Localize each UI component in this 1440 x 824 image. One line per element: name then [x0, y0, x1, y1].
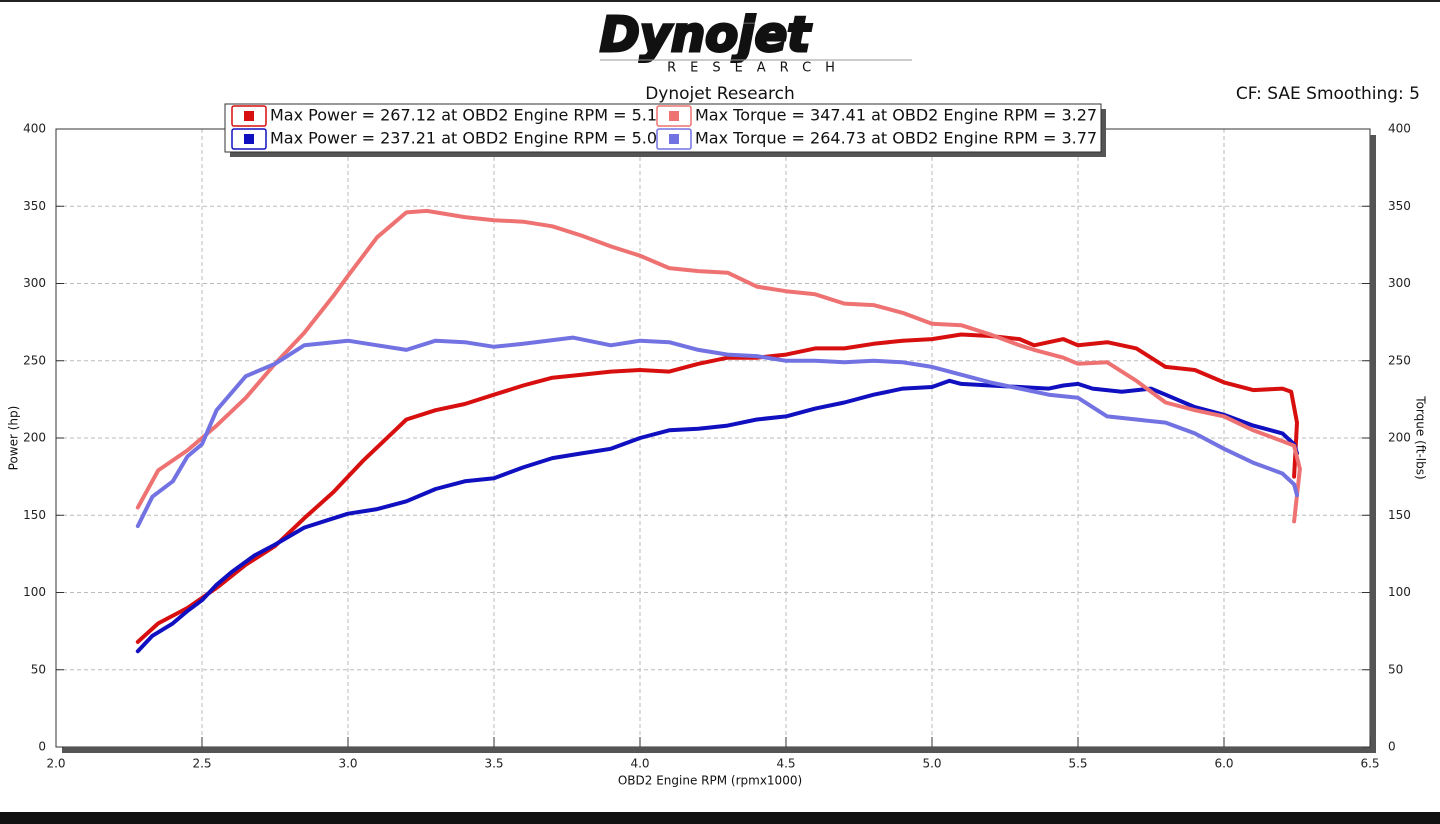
legend-label: Max Power = 237.21 at OBD2 Engine RPM = …: [270, 129, 667, 148]
x-tick-label: 3.5: [484, 757, 503, 771]
y2-tick-label: 200: [1388, 431, 1411, 445]
frame-shadow-right: [1370, 135, 1376, 753]
x-tick-label: 2.0: [46, 757, 65, 771]
logo-tagline: RESEARCH: [667, 61, 849, 76]
y2-axis-label: Torque (ft-lbs): [1414, 395, 1428, 479]
x-tick-label: 6.5: [1360, 757, 1379, 771]
y-tick-label: 100: [23, 585, 46, 599]
y-tick-label: 0: [38, 740, 46, 754]
y2-tick-label: 250: [1388, 353, 1411, 367]
y2-tick-label: 350: [1388, 199, 1411, 213]
series-line: [135, 332, 1299, 644]
legend-swatch: [669, 111, 679, 121]
y2-tick-label: 400: [1388, 122, 1411, 136]
axes: 2.0 2.5 3.0 3.5 4.0 4.5 5.0 5.5 6.0 6.5 0 50 100 150 2…: [23, 122, 1411, 771]
y2-tick-label: 0: [1388, 740, 1396, 754]
legend-label: Max Torque = 264.73 at OBD2 Engine RPM =…: [695, 129, 1097, 148]
grid: [56, 129, 1370, 747]
legend-swatch: [244, 134, 254, 144]
y-tick-label: 250: [23, 353, 46, 367]
x-tick-label: 4.5: [776, 757, 795, 771]
y-tick-label: 50: [31, 662, 46, 676]
y2-tick-label: 100: [1388, 585, 1411, 599]
y-tick-label: 150: [23, 508, 46, 522]
series-line: [135, 208, 1302, 524]
y-tick-label: 200: [23, 431, 46, 445]
y2-tick-label: 50: [1388, 662, 1403, 676]
y-tick-label: 400: [23, 122, 46, 136]
legend-label: Max Torque = 347.41 at OBD2 Engine RPM =…: [695, 106, 1097, 125]
legend-label: Max Power = 267.12 at OBD2 Engine RPM = …: [270, 106, 667, 125]
y-axis-label: Power (hp): [7, 406, 21, 471]
bottom-bar: [0, 812, 1440, 824]
series-line: [135, 335, 1299, 529]
annotation: CF: SAE Smoothing: 5: [1236, 84, 1420, 104]
lines: [135, 208, 1302, 654]
y2-tick-label: 150: [1388, 508, 1411, 522]
x-tick-label: 5.0: [922, 757, 941, 771]
y-tick-label: 350: [23, 199, 46, 213]
x-tick-label: 5.5: [1068, 757, 1087, 771]
x-tick-label: 3.0: [338, 757, 357, 771]
legend-swatch: [669, 134, 679, 144]
logo-brand: Dynojet: [600, 7, 812, 63]
x-tick-label: 2.5: [192, 757, 211, 771]
y-tick-label: 300: [23, 276, 46, 290]
x-axis-label: OBD2 Engine RPM (rpmx1000): [618, 774, 802, 788]
x-tick-label: 6.0: [1214, 757, 1233, 771]
chart-title: Dynojet Research: [645, 84, 795, 104]
frame-shadow-bottom: [62, 747, 1376, 753]
x-tick-label: 4.0: [630, 757, 649, 771]
y2-tick-label: 300: [1388, 276, 1411, 290]
legend-swatch: [244, 111, 254, 121]
top-border: [0, 0, 1440, 2]
legend: Max Power = 267.12 at OBD2 Engine RPM = …: [224, 103, 1106, 157]
series-line: [135, 378, 1299, 654]
